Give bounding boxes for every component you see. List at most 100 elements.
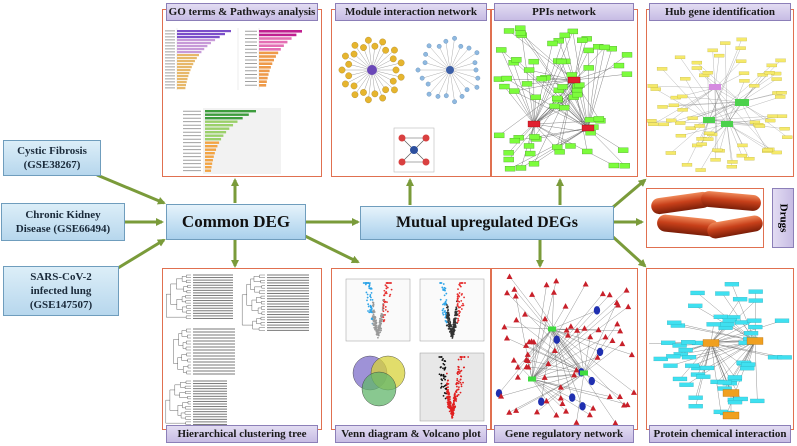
ppi-node bbox=[503, 156, 514, 163]
module-edge bbox=[439, 46, 451, 71]
module-panel bbox=[331, 9, 491, 177]
dendro-leaf-label bbox=[193, 383, 227, 385]
dendro-branch bbox=[165, 399, 186, 424]
volcano-point bbox=[447, 398, 450, 401]
module-node bbox=[425, 81, 431, 87]
go-bar bbox=[259, 33, 297, 37]
volcano-point bbox=[456, 295, 459, 298]
cluster-panel bbox=[162, 268, 322, 430]
hub-edge bbox=[696, 62, 742, 103]
volcano-point bbox=[446, 317, 448, 319]
volcano-point bbox=[462, 304, 465, 307]
hub-gene-label bbox=[775, 58, 786, 63]
volcano-point bbox=[368, 282, 371, 285]
grn-tf-node bbox=[553, 277, 560, 284]
ppi-node bbox=[528, 58, 539, 65]
ppi-node bbox=[554, 149, 565, 155]
hub-gene-label bbox=[776, 114, 788, 118]
module-edge bbox=[425, 54, 451, 71]
volcano-point bbox=[445, 387, 448, 390]
volcano-point bbox=[459, 370, 462, 373]
go-label-line bbox=[183, 152, 201, 154]
volcano-point bbox=[440, 382, 443, 385]
volcano-point bbox=[442, 307, 445, 310]
dendro-branch bbox=[186, 290, 191, 294]
dendro-leaf-label bbox=[193, 370, 235, 372]
grn-edge bbox=[531, 341, 585, 374]
go-bar bbox=[205, 141, 220, 144]
volcano-point bbox=[369, 310, 372, 312]
volcano-point bbox=[448, 325, 451, 328]
ppi-node bbox=[515, 30, 526, 36]
arrow-mutual-to-hub bbox=[611, 178, 647, 210]
go-label-line bbox=[165, 57, 175, 59]
module-node bbox=[391, 86, 398, 94]
grn-edge bbox=[506, 337, 585, 374]
volcano-point bbox=[443, 375, 446, 378]
dendro-leaf-label bbox=[193, 282, 233, 284]
grn-tf-node bbox=[617, 327, 624, 334]
volcano-point bbox=[440, 378, 443, 381]
volcano-point bbox=[449, 320, 451, 323]
grn-tf-node bbox=[511, 286, 518, 292]
grn-tf-node bbox=[512, 292, 519, 299]
ppi-edge bbox=[508, 30, 575, 81]
volcano-point bbox=[452, 323, 455, 326]
dendro-leaf-label bbox=[193, 294, 233, 296]
ppi-hub-node bbox=[581, 124, 595, 132]
volcano-point bbox=[457, 297, 459, 300]
volcano-point bbox=[447, 382, 450, 385]
grn-edge bbox=[516, 319, 585, 374]
pci-header: Protein chemical interaction bbox=[649, 425, 791, 443]
ppi-node bbox=[621, 52, 633, 58]
module-node bbox=[338, 66, 346, 74]
go-label-line bbox=[245, 81, 257, 82]
grn-tf-node bbox=[630, 389, 637, 395]
volcano-point bbox=[460, 383, 463, 386]
module-node bbox=[350, 50, 358, 58]
volcano-point bbox=[461, 282, 464, 284]
go-bar bbox=[259, 48, 281, 51]
volcano-point bbox=[456, 313, 458, 316]
volcano-point bbox=[454, 314, 457, 317]
volcano-point bbox=[371, 298, 374, 301]
grn-panel bbox=[491, 268, 638, 430]
pci-edge bbox=[703, 342, 712, 377]
module-edge bbox=[449, 69, 463, 97]
dendro-leaf-label bbox=[267, 329, 309, 331]
dendro-leaf-label bbox=[193, 385, 227, 387]
ppi-edge bbox=[520, 28, 589, 129]
volcano-point bbox=[368, 311, 371, 314]
pci-chemical-node bbox=[724, 282, 740, 287]
go-label-line bbox=[165, 33, 175, 35]
volcano-point bbox=[384, 308, 387, 311]
volcano-point bbox=[363, 282, 366, 284]
hub-header: Hub gene identification bbox=[649, 3, 791, 21]
ppi-edge bbox=[559, 79, 575, 152]
volcano-point bbox=[372, 316, 374, 319]
pci-chemical-node bbox=[685, 363, 700, 368]
module-node bbox=[351, 41, 359, 49]
go-label-line bbox=[183, 142, 201, 144]
volcano-point bbox=[460, 294, 463, 296]
go-bar bbox=[259, 76, 268, 80]
pci-chemical-node bbox=[713, 314, 728, 319]
grn-edge bbox=[544, 372, 585, 378]
go-bar bbox=[205, 145, 218, 148]
ppi-edge bbox=[573, 73, 627, 81]
volcano-point bbox=[439, 282, 441, 284]
dendro-leaf-label bbox=[193, 408, 227, 410]
volcano-point bbox=[373, 315, 375, 318]
venn-diagram bbox=[352, 355, 406, 407]
source-cystic-fibrosis: Cystic Fibrosis (GSE38267) bbox=[3, 140, 101, 176]
ppi-node bbox=[572, 91, 583, 98]
go-label-line bbox=[183, 138, 201, 140]
hub-edge bbox=[740, 60, 781, 103]
grn-tf-node bbox=[523, 342, 530, 348]
volcano-point bbox=[447, 393, 449, 395]
module-node bbox=[426, 43, 432, 49]
ppi-node bbox=[552, 144, 563, 150]
hub-edge bbox=[682, 87, 716, 110]
dendro-leaf-label bbox=[267, 311, 309, 313]
volcano-point bbox=[446, 390, 448, 393]
